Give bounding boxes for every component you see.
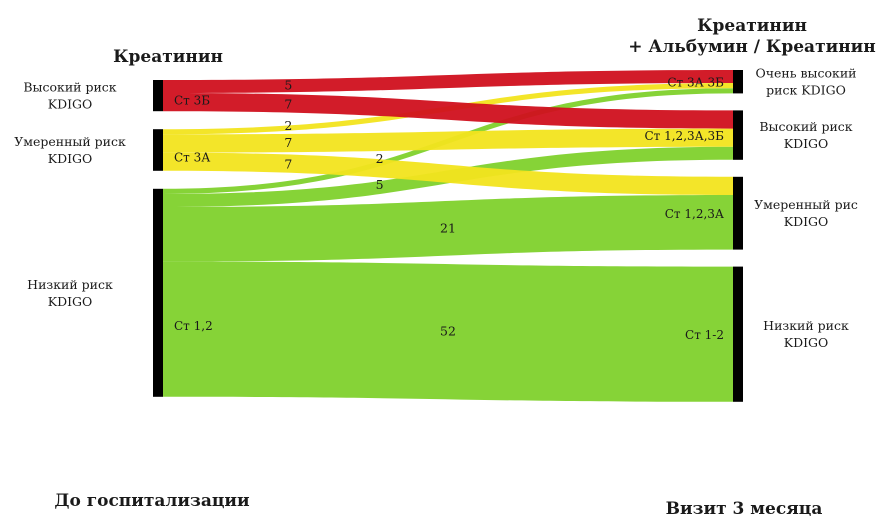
right-header-line1: Креатинин bbox=[697, 16, 807, 36]
right-footer: Визит 3 месяца bbox=[666, 499, 823, 516]
left-node-stage: Ст 3А bbox=[174, 151, 210, 165]
right-node-stage: Ст 3А 3Б bbox=[667, 76, 724, 90]
flow-L_high-to-R_vhigh bbox=[163, 70, 733, 93]
right-node-label-kdigo: риск KDIGO bbox=[766, 83, 846, 98]
right-node-stage: Ст 1,2,3А,3Б bbox=[644, 129, 724, 143]
right-node-label-kdigo: KDIGO bbox=[784, 335, 829, 350]
flow-value-label: 52 bbox=[440, 324, 456, 339]
left-footer: До госпитализации bbox=[54, 491, 250, 511]
right-node-bar bbox=[733, 70, 743, 94]
right-node-bar bbox=[733, 266, 743, 402]
right-node-stage: Ст 1-2 bbox=[685, 328, 724, 342]
flow-value-label: 2 bbox=[284, 118, 292, 133]
flow-value-label: 5 bbox=[284, 77, 292, 92]
left-node-label-kdigo: KDIGO bbox=[48, 294, 93, 309]
right-node-label: Низкий риск bbox=[763, 318, 849, 333]
flow-value-label: 21 bbox=[440, 220, 456, 235]
flow-L_high-to-R_high bbox=[163, 93, 733, 129]
left-node-label-kdigo: KDIGO bbox=[48, 151, 93, 166]
right-node-bar bbox=[733, 110, 743, 160]
right-node-label-kdigo: KDIGO bbox=[784, 136, 829, 151]
right-node-label: Высокий риск bbox=[759, 119, 852, 134]
flow-L_low-to-R_mod bbox=[163, 195, 733, 262]
left-node-bar bbox=[153, 80, 163, 112]
right-node-label: Очень высокий bbox=[755, 66, 856, 81]
left-node-stage: Ст 3Б bbox=[174, 93, 210, 107]
labels-layer: Креатинин Креатинин + Альбумин / Креатин… bbox=[14, 16, 876, 516]
left-node-bar bbox=[153, 188, 163, 397]
right-node-label: Умеренный рис bbox=[754, 197, 858, 212]
flow-value-label: 7 bbox=[284, 135, 292, 150]
flow-L_mod-to-R_mod bbox=[163, 152, 733, 195]
flows-layer bbox=[163, 70, 733, 402]
flow-L_low-to-R_low bbox=[163, 261, 733, 402]
right-node-stage: Ст 1,2,3А bbox=[665, 207, 724, 221]
flow-L_mod-to-R_high bbox=[163, 128, 733, 153]
node-bars-layer bbox=[153, 70, 743, 402]
flow-value-label: 7 bbox=[284, 96, 292, 111]
left-header: Креатинин bbox=[113, 47, 223, 67]
left-node-stage: Ст 1,2 bbox=[174, 319, 213, 333]
right-node-bar bbox=[733, 176, 743, 250]
left-node-label: Высокий риск bbox=[23, 80, 116, 95]
flow-value-label: 2 bbox=[376, 151, 384, 166]
left-node-label-kdigo: KDIGO bbox=[48, 97, 93, 112]
left-node-bar bbox=[153, 129, 163, 171]
right-node-label-kdigo: KDIGO bbox=[784, 214, 829, 229]
flow-value-label: 5 bbox=[376, 177, 384, 192]
right-header-line2: + Альбумин / Креатинин bbox=[628, 37, 875, 57]
flow-value-label: 7 bbox=[284, 157, 292, 172]
left-node-label: Низкий риск bbox=[27, 277, 113, 292]
left-node-label: Умеренный риск bbox=[14, 134, 126, 149]
